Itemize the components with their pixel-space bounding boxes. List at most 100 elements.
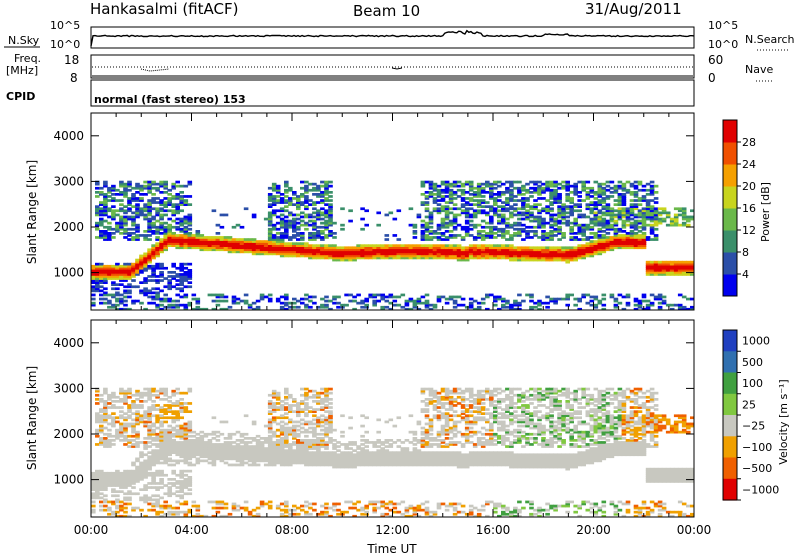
power-cell [529, 246, 534, 250]
power-cell [332, 258, 337, 262]
power-cell [143, 252, 148, 256]
power-cell [320, 252, 325, 256]
power-cell [175, 234, 180, 237]
power-cell [143, 291, 148, 295]
power-cell [147, 260, 152, 264]
power-cell [541, 248, 546, 252]
power-cell [585, 215, 591, 219]
power-cell [424, 207, 430, 211]
power-cell [621, 244, 627, 247]
power-cell [171, 240, 176, 243]
power-cell [115, 199, 120, 202]
velocity-cell [103, 439, 108, 442]
power-cell [364, 209, 369, 213]
velocity-cell [111, 488, 116, 491]
power-cell [525, 234, 530, 237]
velocity-cell [135, 441, 140, 444]
velocity-cell [328, 437, 333, 440]
power-cell [360, 244, 365, 247]
velocity-cell [308, 426, 313, 430]
power-cell [529, 213, 534, 217]
power-cell [127, 289, 132, 293]
power-cell [549, 254, 554, 258]
power-cell [641, 227, 647, 231]
velocity-cell [320, 432, 325, 436]
power-cell [139, 281, 144, 284]
power-cell [99, 217, 104, 221]
power-cell [275, 240, 281, 243]
velocity-cell [107, 422, 112, 426]
power-cell [271, 234, 277, 237]
power-cell [497, 199, 502, 202]
power-cell [296, 246, 301, 250]
power-cell [300, 180, 305, 184]
velocity-cell [231, 508, 237, 512]
power-cell [163, 297, 168, 301]
power-cell [320, 221, 325, 225]
velocity-cell [191, 463, 197, 467]
velocity-cell [131, 492, 136, 496]
power-cell [356, 301, 361, 305]
velocity-cell [203, 434, 209, 438]
power-cell [513, 195, 518, 198]
power-cell [324, 213, 329, 217]
power-cell [376, 211, 381, 215]
power-cell [332, 256, 337, 260]
power-cell [641, 246, 647, 250]
power-cell [545, 211, 550, 215]
velocity-cell [111, 420, 116, 424]
power-cell [621, 238, 627, 241]
power-cell [561, 203, 566, 206]
power-cell [376, 293, 381, 297]
power-cell [364, 223, 369, 227]
velocity-cell [267, 410, 273, 413]
power-cell [468, 248, 474, 252]
power-cell [476, 254, 482, 258]
power-cell [613, 221, 619, 225]
velocity-cell [99, 480, 104, 483]
power-cell [127, 209, 132, 213]
power-cell [541, 221, 546, 225]
power-cell [175, 273, 180, 276]
power-cell [103, 273, 108, 276]
power-cell [271, 248, 277, 252]
power-cell [111, 281, 116, 284]
velocity-cell [179, 406, 184, 409]
power-cell [432, 186, 438, 190]
velocity-cell [111, 512, 116, 516]
power-cell [195, 240, 201, 243]
power-cell [167, 281, 172, 284]
power-cell [585, 225, 591, 229]
velocity-cell [151, 478, 156, 481]
power-cell [267, 195, 273, 198]
velocity-cell [332, 465, 337, 469]
power-cell [480, 256, 486, 260]
power-cell [115, 225, 120, 229]
power-cell [159, 199, 164, 202]
power-cell [452, 236, 458, 239]
power-cell [292, 213, 297, 217]
power-cell [468, 180, 474, 184]
power-cell [485, 225, 490, 229]
velocity-cell [147, 459, 152, 463]
velocity-cell [275, 393, 281, 397]
power-cell [589, 201, 595, 204]
velocity-cell [103, 402, 108, 405]
power-cell [549, 217, 554, 221]
power-cell [95, 186, 100, 190]
power-cell [589, 246, 595, 250]
power-cell [400, 293, 406, 297]
velocity-cell [171, 416, 176, 420]
velocity-cell [243, 453, 249, 457]
power-cell [533, 250, 538, 254]
power-cell [489, 254, 494, 258]
velocity-cell [155, 494, 160, 498]
velocity-cell [163, 459, 168, 463]
velocity-cell [123, 484, 128, 487]
velocity-cell [316, 445, 321, 448]
power-cell [432, 197, 438, 200]
velocity-cell [247, 459, 253, 463]
velocity-cell [127, 422, 132, 426]
velocity-cell [263, 463, 269, 467]
velocity-cell [159, 510, 164, 514]
